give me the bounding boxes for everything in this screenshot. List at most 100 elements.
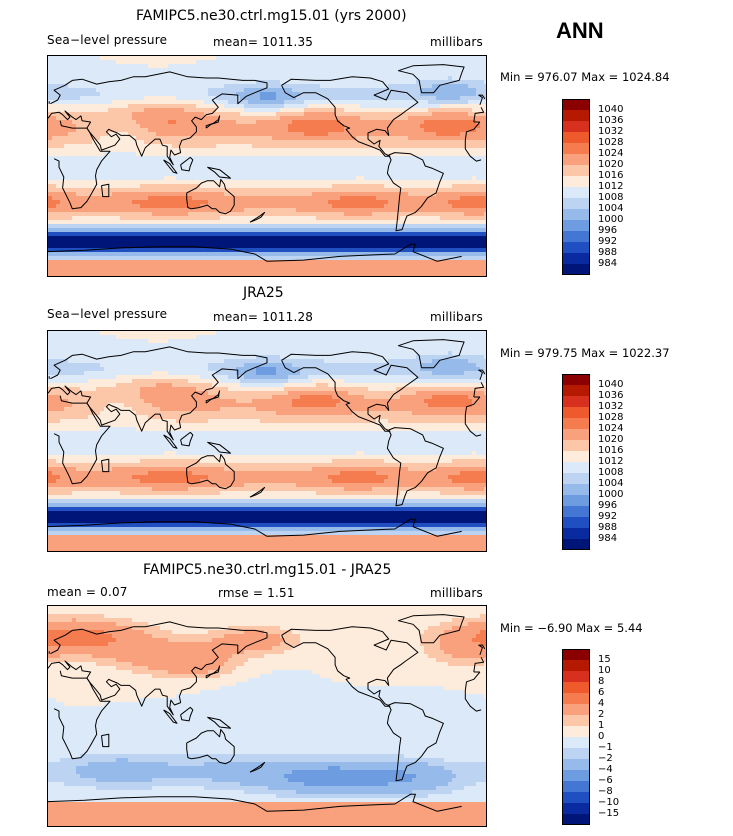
variable-label: Sea−level pressure bbox=[47, 307, 168, 321]
panel-title: FAMIPC5.ne30.ctrl.mg15.01 - JRA25 bbox=[143, 562, 392, 578]
colorbar-tick-label: 988 bbox=[598, 522, 618, 533]
coastline bbox=[249, 211, 266, 223]
colorbar-tick-label: 1020 bbox=[598, 159, 624, 170]
colorbar-tick-label: 988 bbox=[598, 247, 618, 258]
colorbar-tick-label: 984 bbox=[598, 533, 618, 544]
mean-label: mean= 1011.28 bbox=[213, 310, 314, 324]
colorbar-tick-label: 15 bbox=[598, 654, 611, 665]
colorbar-tick-label: 0 bbox=[598, 731, 605, 742]
coastline bbox=[53, 120, 482, 210]
colorbar-tick-label: 992 bbox=[598, 236, 618, 247]
panel-title: JRA25 bbox=[243, 285, 284, 301]
units-label: millibars bbox=[430, 35, 483, 49]
coastline bbox=[205, 390, 221, 404]
map-diff-slp bbox=[47, 605, 487, 827]
coastline bbox=[163, 709, 178, 724]
coastline bbox=[397, 339, 465, 369]
colorbar-frame bbox=[562, 649, 590, 825]
rmse-label: rmse = 1.51 bbox=[218, 586, 295, 600]
colorbar-tick-label: 1 bbox=[598, 720, 605, 731]
colorbar-tick-label: 1004 bbox=[598, 478, 624, 489]
coastline bbox=[249, 761, 266, 773]
colorbar-tick-label: 1012 bbox=[598, 181, 624, 192]
coastline bbox=[186, 728, 235, 765]
colorbar-tick-label: 1032 bbox=[598, 126, 624, 137]
minmax-label: Min = −6.90 Max = 5.44 bbox=[500, 621, 643, 635]
mean-label: mean = 0.07 bbox=[47, 585, 128, 599]
coastline bbox=[48, 369, 486, 381]
colorbar-tick-label: 996 bbox=[598, 500, 618, 511]
map-svg bbox=[48, 606, 486, 826]
colorbar-tick-label: 1032 bbox=[598, 401, 624, 412]
coastline bbox=[207, 441, 231, 454]
colorbar-tick-label: 1008 bbox=[598, 467, 624, 478]
coastline bbox=[249, 486, 266, 498]
colorbar-tick-label: 1016 bbox=[598, 445, 624, 456]
colorbar-tick-label: 1028 bbox=[598, 412, 624, 423]
coastline bbox=[48, 94, 486, 106]
colorbar-tick-label: 1024 bbox=[598, 148, 624, 159]
colorbar-tick-label: 984 bbox=[598, 258, 618, 269]
coastline bbox=[101, 458, 110, 473]
coastline bbox=[207, 716, 231, 729]
colorbar-tick-label: −1 bbox=[598, 742, 613, 753]
colorbar-frame bbox=[562, 99, 590, 275]
units-label: millibars bbox=[430, 310, 483, 324]
coastline bbox=[53, 670, 482, 760]
colorbar-tick-label: 10 bbox=[598, 665, 611, 676]
map-svg bbox=[48, 56, 486, 276]
map-model-slp bbox=[47, 55, 487, 277]
coastline bbox=[386, 427, 444, 507]
colorbar-tick-label: −15 bbox=[598, 808, 620, 819]
coastline bbox=[48, 644, 486, 656]
colorbar-tick-label: 4 bbox=[598, 698, 605, 709]
panel-title: FAMIPC5.ne30.ctrl.mg15.01 (yrs 2000) bbox=[136, 8, 407, 24]
coastline bbox=[281, 626, 419, 707]
coastline bbox=[207, 166, 231, 179]
colorbar-tick-label: 996 bbox=[598, 225, 618, 236]
colorbar-tick-label: 2 bbox=[598, 709, 605, 720]
colorbar-tick-label: −4 bbox=[598, 764, 613, 775]
colorbar-tick-label: 992 bbox=[598, 511, 618, 522]
colorbar-tick-label: 1000 bbox=[598, 214, 624, 225]
colorbar-frame bbox=[562, 374, 590, 550]
units-label: millibars bbox=[430, 586, 483, 600]
minmax-label: Min = 979.75 Max = 1022.37 bbox=[500, 346, 670, 360]
coastline bbox=[48, 518, 462, 537]
colorbar-tick-label: 1004 bbox=[598, 203, 624, 214]
colorbar-tick-label: 1008 bbox=[598, 192, 624, 203]
coastline bbox=[281, 76, 419, 157]
coastline bbox=[205, 665, 221, 679]
coastline bbox=[53, 395, 482, 485]
coastline bbox=[281, 351, 419, 432]
colorbar-tick-label: −10 bbox=[598, 797, 620, 808]
colorbar-tick-label: 1016 bbox=[598, 170, 624, 181]
coastline bbox=[180, 156, 194, 172]
colorbar-tick-label: −6 bbox=[598, 775, 613, 786]
colorbar-tick-label: −2 bbox=[598, 753, 613, 764]
colorbar-tick-label: 1024 bbox=[598, 423, 624, 434]
colorbar-tick-label: 1040 bbox=[598, 379, 624, 390]
coastline bbox=[180, 706, 194, 722]
map-svg bbox=[48, 331, 486, 551]
season-label: ANN bbox=[556, 18, 604, 43]
coastline bbox=[397, 64, 465, 94]
coastline bbox=[163, 159, 178, 174]
coastline bbox=[163, 434, 178, 449]
colorbar-tick-label: 6 bbox=[598, 687, 605, 698]
coastline bbox=[48, 243, 462, 262]
coastline bbox=[397, 614, 465, 644]
coastline bbox=[386, 702, 444, 782]
colorbar-tick-label: 1012 bbox=[598, 456, 624, 467]
variable-label: Sea−level pressure bbox=[47, 33, 168, 47]
colorbar-tick-label: 1028 bbox=[598, 137, 624, 148]
colorbar-tick-label: 1040 bbox=[598, 104, 624, 115]
mean-label: mean= 1011.35 bbox=[213, 35, 314, 49]
colorbar-tick-label: 8 bbox=[598, 676, 605, 687]
coastline bbox=[180, 431, 194, 447]
colorbar-tick-label: −8 bbox=[598, 786, 613, 797]
minmax-label: Min = 976.07 Max = 1024.84 bbox=[500, 70, 670, 84]
colorbar-tick-label: 1020 bbox=[598, 434, 624, 445]
coastline bbox=[101, 733, 110, 748]
coastline bbox=[205, 115, 221, 129]
